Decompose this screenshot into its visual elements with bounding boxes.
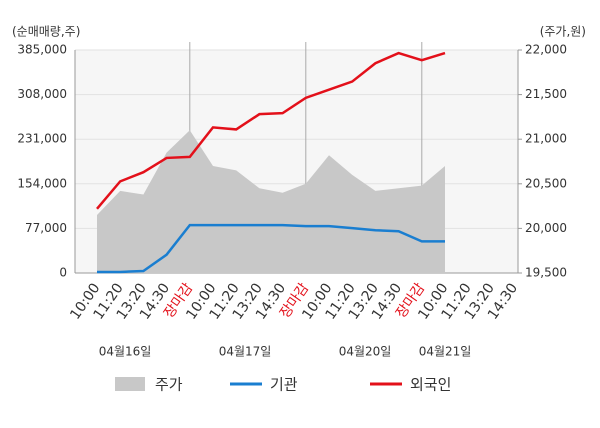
legend-swatch (115, 377, 145, 391)
date-label: 04월17일 (219, 345, 272, 359)
y-axis-title: (순매매량,주) (12, 25, 80, 39)
legend-label: 외국인 (410, 376, 451, 394)
legend-label: 기관 (270, 376, 298, 394)
y-tick-label: 385,000 (17, 43, 67, 57)
date-label: 04월20일 (339, 345, 392, 359)
y2-axis-title: (주가,원) (540, 25, 586, 39)
y-tick-label: 0 (59, 266, 67, 280)
y-tick-label: 231,000 (17, 132, 67, 146)
y-tick-label: 154,000 (17, 176, 67, 190)
price-area (97, 130, 445, 273)
series-line (96, 51, 446, 210)
date-label: 04월21일 (419, 345, 472, 359)
legend-label: 주가 (155, 376, 183, 394)
y-tick-label: 77,000 (25, 221, 67, 235)
y2-tick-label: 19,500 (525, 266, 567, 280)
y2-tick-label: 21,500 (525, 87, 567, 101)
date-label: 04월16일 (99, 345, 152, 359)
y2-tick-label: 21,000 (525, 132, 567, 146)
series-line (97, 223, 445, 274)
y2-tick-label: 22,000 (525, 43, 567, 57)
y-tick-label: 308,000 (17, 87, 67, 101)
y2-tick-label: 20,500 (525, 176, 567, 190)
y2-tick-label: 20,000 (525, 221, 567, 235)
